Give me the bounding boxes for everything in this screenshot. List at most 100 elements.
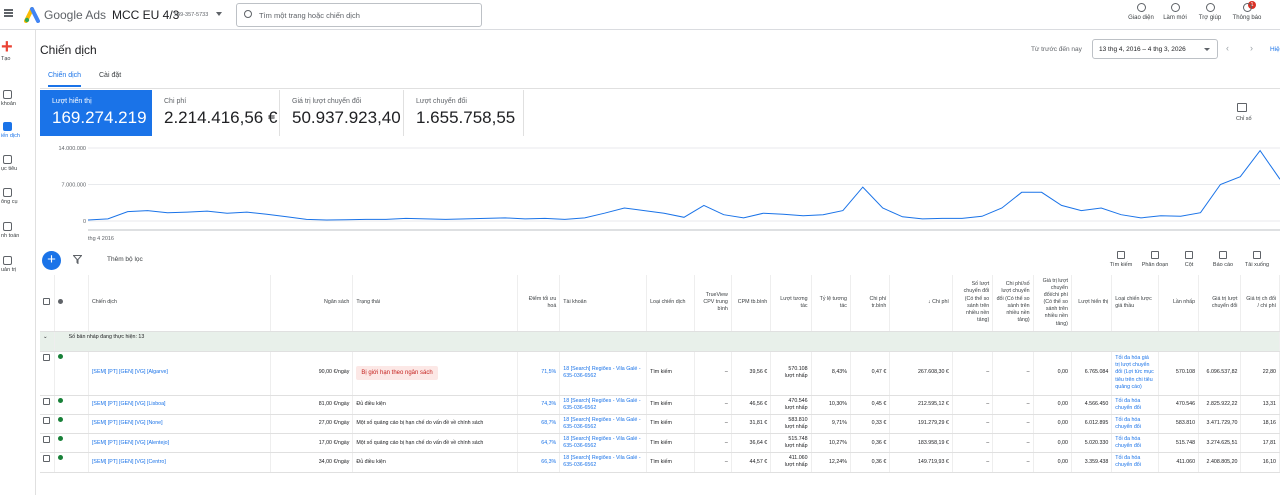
campaign-row[interactable]: [SEM] [PT] [GEN] [VG] [Lisboa] 81,00 €/ng… [40,395,1280,415]
checkbox[interactable] [43,353,50,361]
prev-period[interactable]: ‹ [1226,43,1229,53]
sidebar-item[interactable]: iến dịch [0,122,36,139]
checkbox[interactable] [43,436,50,444]
cell-text[interactable]: 18 [Search] Regiões - Vila Galé - 635-03… [563,416,641,430]
cell-text[interactable]: [SEM] [PT] [GEN] [VG] [None] [91,420,163,427]
sidebar-item[interactable]: + Tạo [0,37,36,62]
campaign-row[interactable]: [SEM] [PT] [GEN] [VG] [Alentejo] 17,00 €/… [40,433,1280,454]
cell-text: 46,56 € [749,401,768,408]
metrics-icon[interactable] [1237,103,1247,112]
cell-text[interactable]: [SEM] [PT] [GEN] [VG] [Centro] [91,458,166,465]
cell-text: 570.108 [1175,369,1196,376]
top-action[interactable]: Giao diện [1124,3,1158,21]
group-row[interactable]: ⌄ Số bản nháp đang thực hiện: 13 [40,331,1280,352]
x-label: thg 4 2016 [88,236,114,242]
cell-text[interactable]: 71,5% [541,369,557,376]
cell-text[interactable]: 18 [Search] Regiões - Vila Galé - 635-03… [563,397,641,411]
account-name[interactable]: MCC EU 4/3 [112,8,180,22]
select-all[interactable] [40,275,55,332]
column-header[interactable]: Giá trị lượt chuyển đổi/chi phí (Có thể … [1033,275,1072,332]
cell-text: 12,24% [828,458,847,465]
cell: 39,56 € [731,351,772,396]
cell: Tìm kiếm [646,433,695,454]
cell: Bị giới hạn theo ngân sách [352,351,518,396]
sidebar-item[interactable]: ông cụ [0,188,36,205]
column-header[interactable]: Lần nhấp [1158,275,1200,332]
column-header[interactable]: Trạng thái [352,275,518,332]
tool[interactable]: Tìm kiếm [1106,251,1136,268]
column-header[interactable]: Số lượt chuyển đổi (Có thể so sánh trên … [952,275,994,332]
checkbox[interactable] [43,397,50,405]
sidebar-item[interactable]: ục tiêu [0,155,36,172]
menu-icon[interactable] [4,9,13,11]
cell-text[interactable]: 64,7% [541,439,557,446]
sidebar-item[interactable]: khoản [0,90,36,107]
tool[interactable]: Phân đoạn [1140,251,1170,268]
checkbox[interactable] [43,297,50,305]
column-header[interactable]: Điểm tối ưu hoá [517,275,561,332]
cell: 8,43% [811,351,851,396]
campaign-row[interactable]: [SEM] [PT] [GEN] [VG] [Centro] 34,00 €/ng… [40,452,1280,473]
top-action[interactable]: Làm mới [1158,3,1192,21]
column-header[interactable]: Tài khoản [559,275,648,332]
cell-text[interactable]: 68,7% [541,420,557,427]
tool[interactable]: Báo cáo [1208,251,1238,268]
cell: – [694,433,732,454]
checkbox[interactable] [43,455,50,463]
tab[interactable]: Cài đặt [99,72,122,79]
sidebar-item[interactable]: nh toán [0,222,36,239]
column-header[interactable]: Chi phí tr.bình [850,275,891,332]
cell-text[interactable]: [SEM] [PT] [GEN] [VG] [Lisboa] [91,401,166,408]
checkbox[interactable] [43,416,50,424]
sidebar-item[interactable]: uản trị [0,256,36,273]
add-filter[interactable]: Thêm bộ lọc [107,256,143,263]
metric-label: Chi phí [164,98,187,105]
cell: 68,7% [517,414,561,435]
add-button[interactable]: + [42,251,61,270]
account-dropdown[interactable] [216,12,222,16]
campaign-row[interactable]: [SEM] [PT] [GEN] [VG] [Algarve] 90,00 €/n… [40,351,1280,396]
cell-text: Tối đa hóa chuyển đổi [1115,436,1141,450]
column-header[interactable]: Loại chiến dịch [646,275,695,332]
top-action[interactable]: Trợ giúp [1193,3,1227,21]
column-header[interactable]: TrueView CPV trung bình [694,275,732,332]
column-header[interactable]: Giá trị ch đổi / chi phí [1240,275,1280,332]
column-header[interactable]: ↓ Chi phí [889,275,953,332]
column-header[interactable]: Lượt tương tác [770,275,812,332]
metric-card[interactable]: Lượt chuyển đổi 1.655.758,55 [404,90,524,136]
top-action[interactable]: Thông báo [1230,3,1264,21]
next-period[interactable]: › [1250,43,1253,53]
cell: 149.719,93 € [889,452,953,473]
column-header[interactable]: Chiến dịch [88,275,271,332]
cut-link[interactable]: Hiệ [1270,46,1280,53]
metric-card[interactable]: Chi phí 2.214.416,56 € [152,90,280,136]
column-header[interactable]: Lượt hiển thị [1071,275,1113,332]
cell-text[interactable]: 18 [Search] Regiões - Vila Galé - 635-03… [563,436,641,450]
column-header[interactable]: Ngân sách [270,275,354,332]
cell: 0,36 € [850,452,891,473]
tab[interactable]: Chiến dịch [48,72,82,87]
cell: 46,56 € [731,395,772,415]
tool[interactable]: Tải xuống [1242,251,1272,268]
column-header[interactable]: Giá trị lượt chuyển đổi [1198,275,1242,332]
search-icon [244,10,252,18]
cell-text[interactable]: 74,3% [541,401,557,408]
metric-card[interactable]: Giá trị lượt chuyển đổi 50.937.923,40 [280,90,404,136]
tool[interactable]: Cột [1174,251,1204,268]
filter-icon[interactable] [73,255,82,264]
metrics-button[interactable]: Chỉ số [1236,116,1252,122]
cell-text[interactable]: [SEM] [PT] [GEN] [VG] [Algarve] [91,369,168,376]
cell-text[interactable]: 66,3% [541,458,557,465]
cell-text[interactable]: 18 [Search] Regiões - Vila Galé - 635-03… [563,365,641,379]
cell-text[interactable]: [SEM] [PT] [GEN] [VG] [Alentejo] [91,439,170,446]
column-header[interactable]: CPM tb.bình [731,275,772,332]
column-header[interactable]: Chi phí/số lượt chuyển đổi (Có thể so sá… [992,275,1034,332]
cell: – [992,452,1034,473]
column-header[interactable]: Loại chiến lược giá thầu [1111,275,1159,332]
column-header[interactable]: Tỷ lệ tương tác [811,275,851,332]
date-picker[interactable]: 13 thg 4, 2016 – 4 thg 3, 2026 [1092,39,1218,59]
campaign-row[interactable]: [SEM] [PT] [GEN] [VG] [None] 27,00 €/ngày… [40,414,1280,435]
cell-text[interactable]: 18 [Search] Regiões - Vila Galé - 635-03… [563,455,641,469]
metric-card[interactable]: Lượt hiển thị 169.274.219 [40,90,152,136]
search-box[interactable]: Tìm một trang hoặc chiến dịch [236,3,482,27]
